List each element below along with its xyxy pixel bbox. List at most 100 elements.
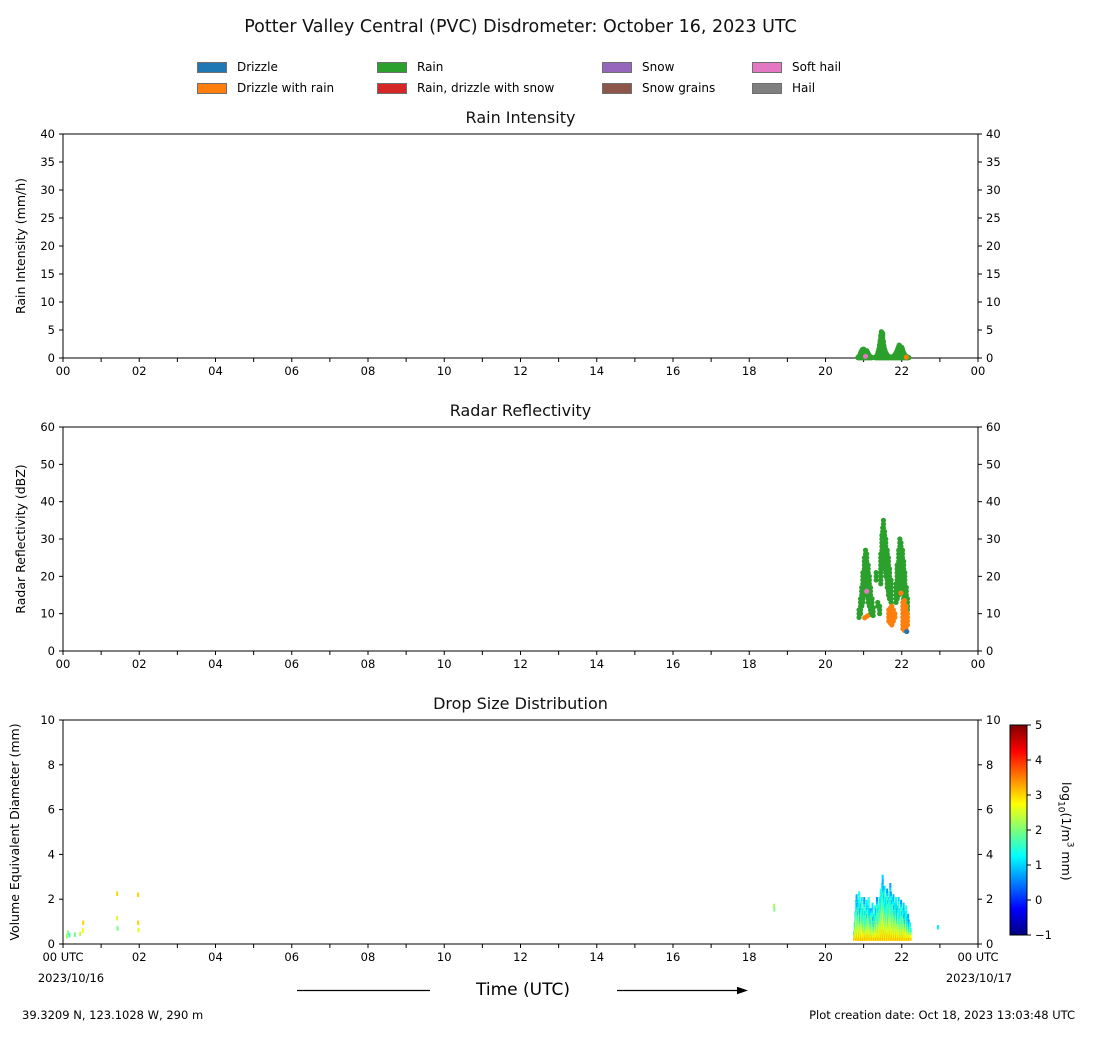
- svg-text:60: 60: [40, 420, 55, 434]
- svg-text:08: 08: [361, 950, 376, 964]
- svg-text:00 UTC: 00 UTC: [42, 950, 83, 964]
- svg-text:06: 06: [284, 364, 299, 378]
- svg-text:20: 20: [818, 657, 833, 671]
- svg-text:6: 6: [48, 803, 55, 817]
- svg-text:Radar Reflectivity (dBZ): Radar Reflectivity (dBZ): [13, 464, 28, 613]
- svg-text:2023/10/16: 2023/10/16: [38, 971, 104, 985]
- svg-text:3: 3: [1035, 788, 1042, 802]
- series-dsd-columns: [853, 874, 912, 941]
- legend-swatch-icon: [752, 82, 782, 94]
- svg-text:40: 40: [986, 127, 1001, 141]
- svg-text:0: 0: [48, 351, 55, 365]
- legend-swatch-icon: [602, 61, 632, 73]
- svg-text:30: 30: [986, 183, 1001, 197]
- svg-text:00: 00: [56, 657, 71, 671]
- svg-text:−1: −1: [1035, 928, 1052, 942]
- legend-label: Rain: [417, 60, 444, 74]
- svg-text:Rain Intensity: Rain Intensity: [466, 108, 576, 127]
- colorbar-label-pre: log: [1059, 781, 1075, 802]
- legend-label: Hail: [792, 81, 816, 95]
- svg-text:08: 08: [361, 657, 376, 671]
- svg-text:5: 5: [48, 323, 55, 337]
- plot-creation-date-text: Plot creation date: Oct 18, 2023 13:03:4…: [809, 1008, 1075, 1022]
- svg-text:60: 60: [986, 420, 1001, 434]
- page-title: Potter Valley Central (PVC) Disdrometer:…: [244, 17, 797, 37]
- svg-text:00: 00: [971, 657, 986, 671]
- svg-text:06: 06: [284, 950, 299, 964]
- svg-text:Volume Equivalent Diameter (mm: Volume Equivalent Diameter (mm): [7, 723, 22, 940]
- svg-text:10: 10: [40, 607, 55, 621]
- series-drizzle-with-rain: [886, 598, 911, 634]
- x-axis-label: Time (UTC): [476, 980, 570, 1000]
- svg-text:50: 50: [40, 457, 55, 471]
- svg-text:4: 4: [48, 847, 55, 861]
- series-drizzle: [904, 628, 910, 635]
- svg-text:20: 20: [986, 239, 1001, 253]
- svg-text:12: 12: [513, 950, 528, 964]
- colorbar: 5 4 3 2 1 0 −1: [1009, 718, 1052, 942]
- svg-text:10: 10: [40, 713, 55, 727]
- svg-text:40: 40: [986, 495, 1001, 509]
- svg-text:10: 10: [437, 657, 452, 671]
- svg-text:20: 20: [818, 364, 833, 378]
- legend-label: Snow: [642, 60, 675, 74]
- legend-label: Drizzle with rain: [237, 81, 335, 95]
- svg-text:10: 10: [986, 713, 1001, 727]
- svg-text:16: 16: [666, 364, 681, 378]
- svg-text:22: 22: [894, 364, 909, 378]
- series-soft-hail: [862, 353, 869, 359]
- svg-text:00: 00: [56, 364, 71, 378]
- svg-text:10: 10: [986, 607, 1001, 621]
- legend-item-drizzle: Drizzle: [197, 61, 278, 73]
- svg-text:04: 04: [208, 657, 223, 671]
- svg-text:0: 0: [1035, 893, 1042, 907]
- svg-text:5: 5: [1035, 718, 1042, 732]
- svg-text:16: 16: [666, 657, 681, 671]
- series-drizzle-with-rain: [903, 354, 909, 360]
- svg-text:25: 25: [986, 211, 1001, 225]
- svg-text:50: 50: [986, 457, 1001, 471]
- svg-text:22: 22: [894, 950, 909, 964]
- svg-text:Drop Size Distribution: Drop Size Distribution: [433, 694, 608, 713]
- svg-text:8: 8: [986, 758, 993, 772]
- svg-text:18: 18: [742, 657, 757, 671]
- legend-item-rain-drizzle-with-snow: Rain, drizzle with snow: [377, 82, 554, 94]
- colorbar-label: log10(1/m3 mm): [1056, 764, 1075, 898]
- svg-text:25: 25: [40, 211, 55, 225]
- legend-item-drizzle-with-rain: Drizzle with rain: [197, 82, 334, 94]
- svg-text:10: 10: [437, 950, 452, 964]
- svg-text:2: 2: [986, 892, 993, 906]
- legend-item-rain: Rain: [377, 61, 443, 73]
- svg-text:Rain Intensity (mm/h): Rain Intensity (mm/h): [13, 178, 28, 314]
- svg-text:02: 02: [132, 364, 147, 378]
- svg-text:20: 20: [818, 950, 833, 964]
- series-drizzle-with-rain: [862, 590, 904, 621]
- legend-swatch-icon: [197, 82, 227, 94]
- svg-text:40: 40: [40, 127, 55, 141]
- svg-text:00 UTC: 00 UTC: [957, 950, 998, 964]
- svg-text:14: 14: [589, 657, 604, 671]
- legend-swatch-icon: [197, 61, 227, 73]
- legend-label: Snow grains: [642, 81, 716, 95]
- svg-text:20: 20: [40, 239, 55, 253]
- svg-text:40: 40: [40, 495, 55, 509]
- svg-text:4: 4: [986, 847, 993, 861]
- svg-text:5: 5: [986, 323, 993, 337]
- time-direction-arrows: [297, 986, 748, 995]
- svg-text:20: 20: [40, 569, 55, 583]
- svg-text:18: 18: [742, 364, 757, 378]
- svg-text:18: 18: [742, 950, 757, 964]
- svg-text:35: 35: [986, 155, 1001, 169]
- station-location-text: 39.3209 N, 123.1028 W, 290 m: [22, 1008, 204, 1022]
- svg-text:30: 30: [40, 183, 55, 197]
- svg-text:10: 10: [986, 295, 1001, 309]
- colorbar-label-mid: (1/m: [1059, 812, 1075, 842]
- series-soft-hail: [864, 588, 870, 594]
- svg-text:15: 15: [40, 267, 55, 281]
- svg-text:0: 0: [986, 644, 993, 658]
- svg-text:0: 0: [48, 644, 55, 658]
- series-rain: [856, 517, 911, 621]
- svg-text:4: 4: [1035, 753, 1042, 767]
